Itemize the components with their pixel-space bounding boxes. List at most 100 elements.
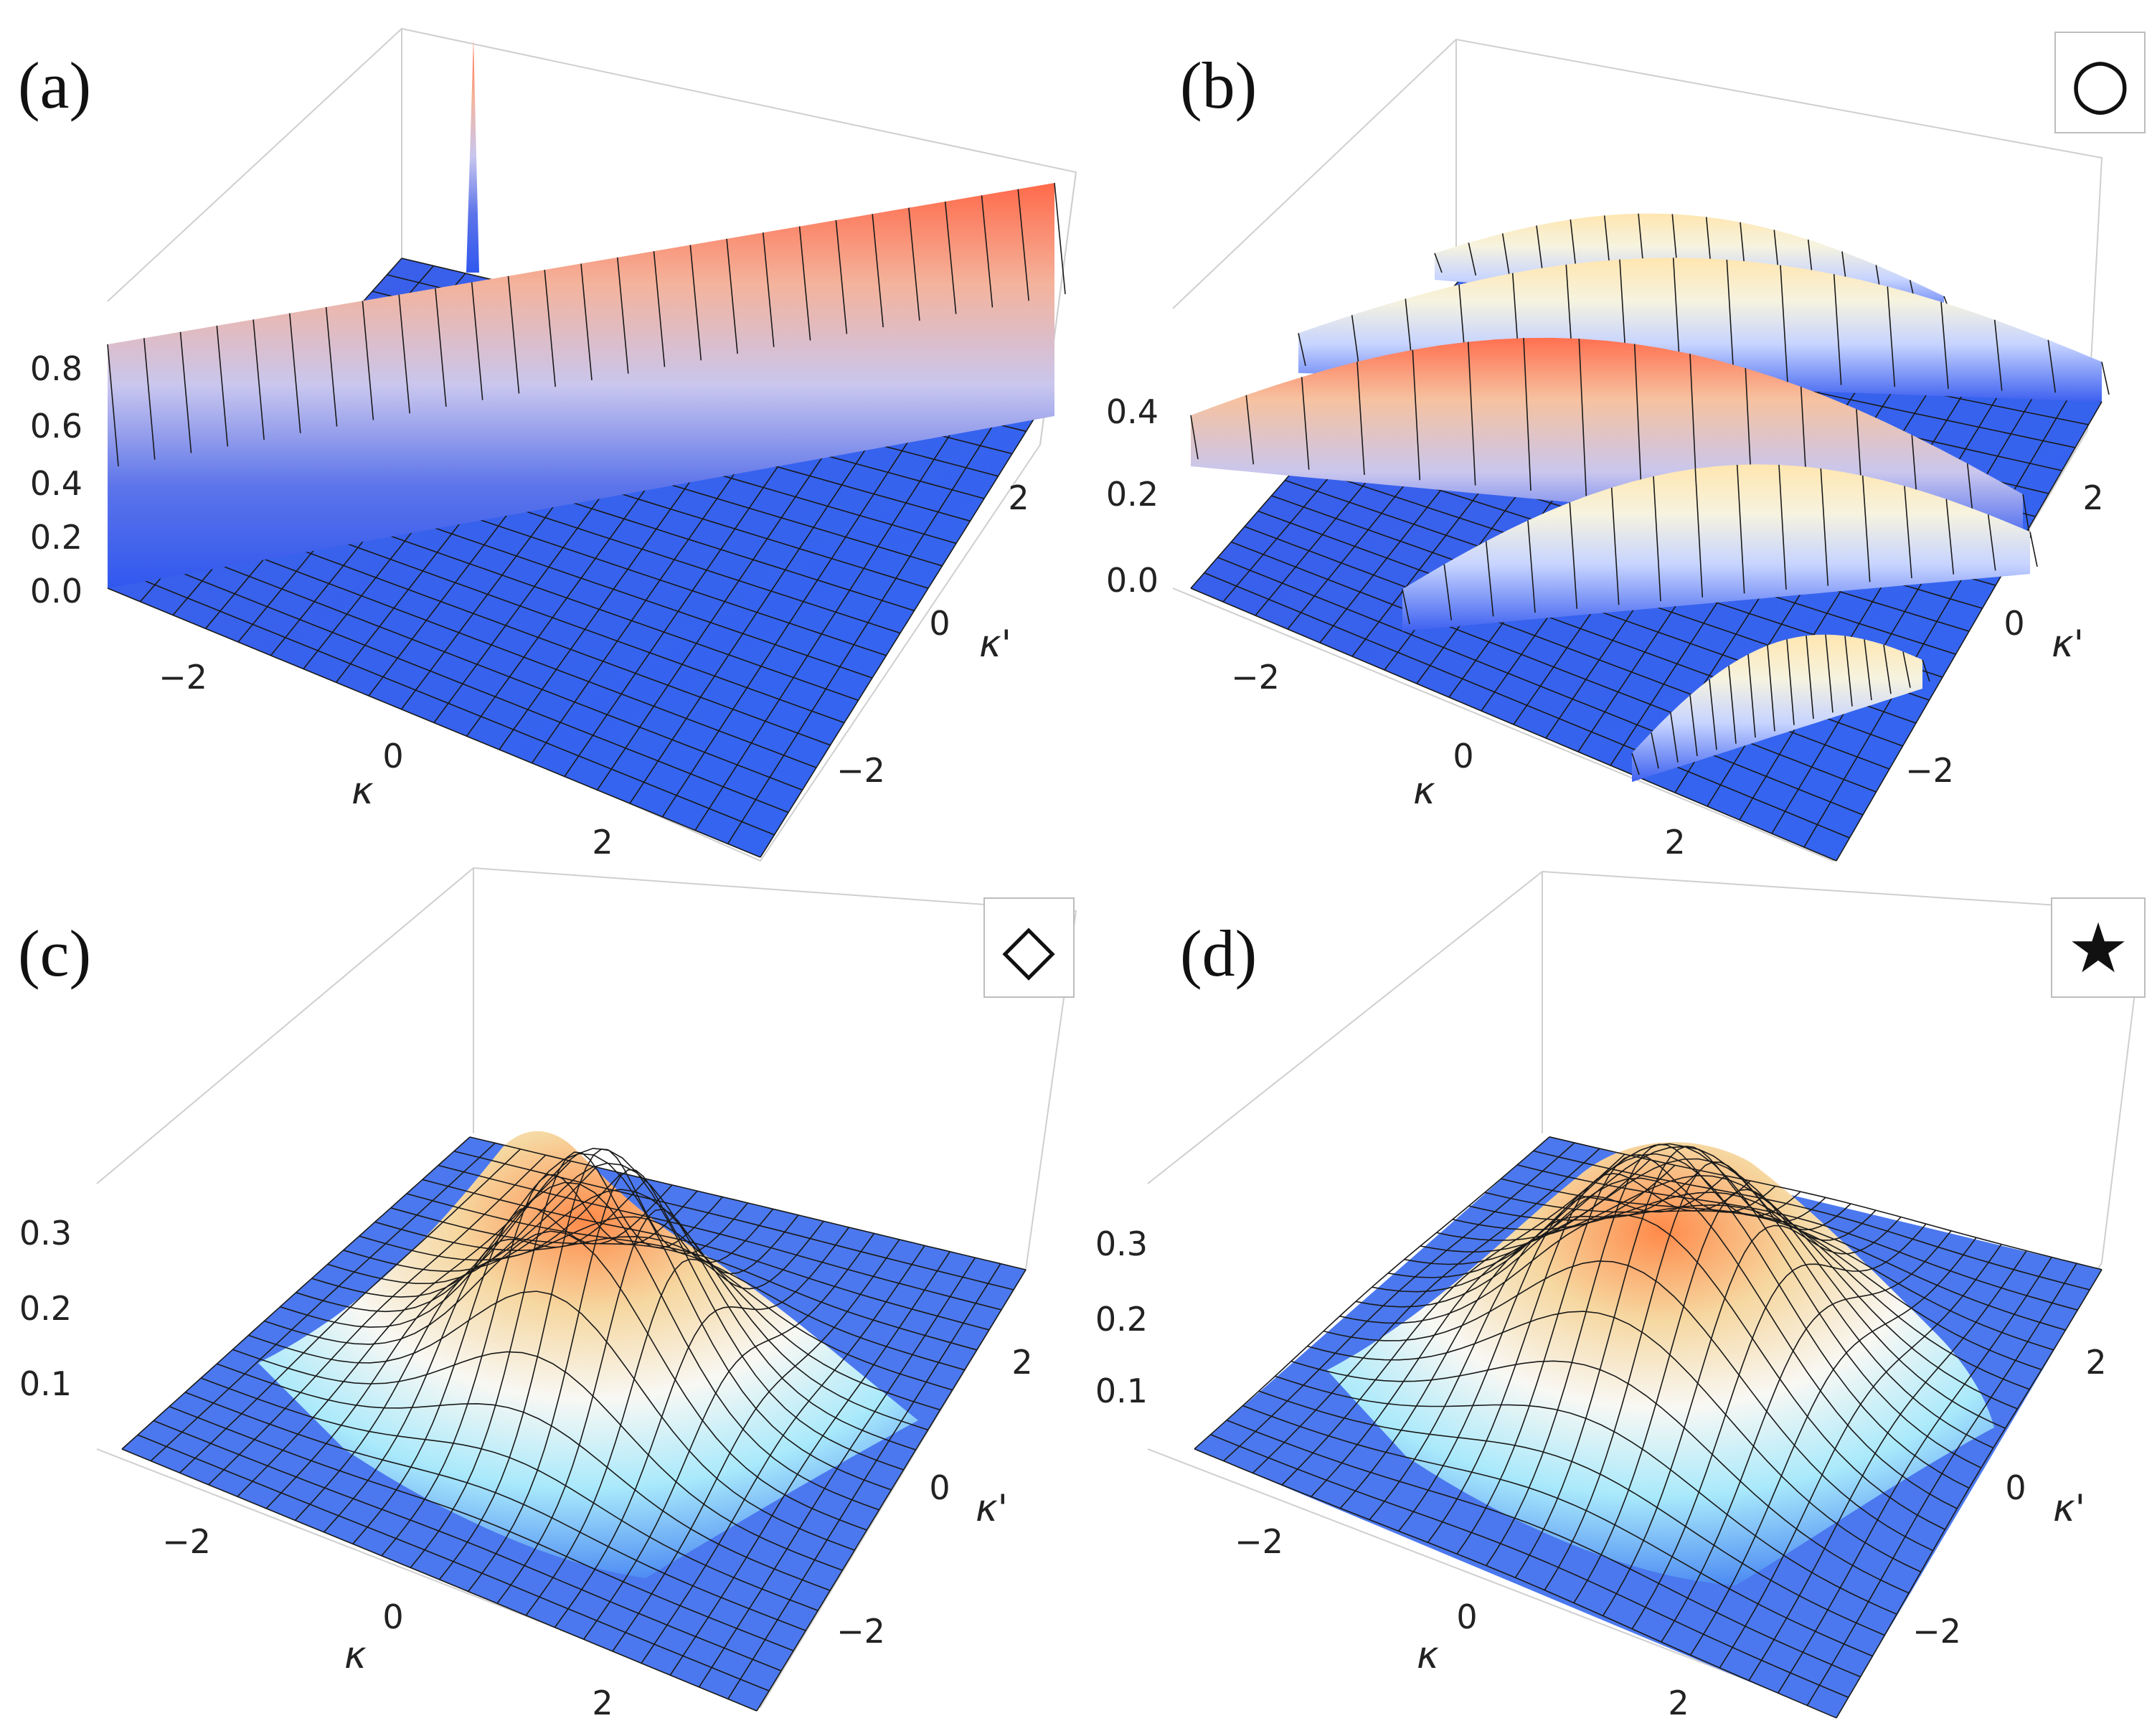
grid-line bbox=[694, 393, 977, 831]
y-axis-label: κ' bbox=[976, 1487, 1008, 1530]
ridge-wall bbox=[108, 183, 1054, 588]
panel-label: (b) bbox=[1180, 49, 1257, 122]
legend-frame bbox=[983, 897, 1075, 998]
grid-line bbox=[669, 1251, 950, 1676]
x-tick: 0 bbox=[382, 737, 403, 775]
z-tick: 0.3 bbox=[1095, 1225, 1148, 1263]
legend-marker-symbol: ○ bbox=[2070, 42, 2130, 123]
grid-line bbox=[1372, 1153, 1970, 1489]
grid-line bbox=[1806, 1263, 2077, 1707]
grid-line bbox=[641, 1245, 925, 1664]
grid-line bbox=[327, 1162, 916, 1450]
x-tick: −2 bbox=[159, 658, 207, 697]
x-axis: −2 0 2 κ bbox=[159, 658, 613, 862]
y-tick: 0 bbox=[2005, 1468, 2026, 1507]
grid-line bbox=[727, 401, 1009, 844]
y-tick: 2 bbox=[1011, 1343, 1032, 1382]
ridge-line bbox=[1298, 258, 2110, 395]
y-tick: 2 bbox=[2085, 1343, 2106, 1382]
spike bbox=[466, 39, 479, 273]
x-tick: 0 bbox=[382, 1598, 403, 1636]
x-tick: −2 bbox=[1231, 658, 1280, 697]
z-tick: 0.2 bbox=[1095, 1300, 1148, 1339]
panel-c: (c) ◇ 0.3 0.2 0.1 −2 0 2 κ 2 0 −2 κ' bbox=[18, 867, 1077, 1722]
z-tick: 0.2 bbox=[30, 518, 82, 557]
y-tick: −2 bbox=[1912, 1612, 1961, 1651]
z-tick: 0.1 bbox=[19, 1364, 72, 1403]
y-tick: −2 bbox=[1905, 751, 1954, 790]
grid-line bbox=[1452, 1192, 2030, 1390]
legend-frame bbox=[2051, 897, 2146, 998]
grid-line bbox=[612, 1239, 900, 1652]
grid-line bbox=[1689, 1237, 1977, 1656]
grid-line bbox=[756, 1269, 1027, 1712]
grid-line bbox=[374, 1221, 953, 1391]
z-axis: 0.3 0.2 0.1 bbox=[1095, 1225, 1148, 1410]
z-axis: 0.4 0.2 0.0 bbox=[1106, 392, 1158, 600]
grid-line bbox=[406, 1193, 978, 1351]
grid-line bbox=[1771, 389, 2039, 834]
ridge-line bbox=[107, 182, 1066, 467]
x-tick: −2 bbox=[162, 1522, 211, 1561]
x-axis: −2 0 2 κ bbox=[1231, 658, 1686, 862]
x-axis-label: κ bbox=[351, 770, 374, 813]
y-tick: −2 bbox=[836, 1612, 885, 1651]
grid-line bbox=[1739, 383, 2006, 821]
y-tick: 2 bbox=[1008, 478, 1029, 517]
x-tick: 2 bbox=[592, 823, 613, 862]
legend-marker: ○ bbox=[2054, 32, 2146, 133]
grid-line bbox=[311, 1148, 904, 1471]
grid-line bbox=[453, 1151, 1014, 1291]
surface-grid bbox=[1194, 1136, 2103, 1719]
y-axis-label: κ' bbox=[2052, 623, 2084, 666]
y-axis: 2 0 −2 κ' bbox=[836, 478, 1029, 790]
z-tick: 0.0 bbox=[30, 572, 82, 610]
z-tick: 0.4 bbox=[1106, 392, 1158, 431]
panel-a: (a) 0.8 0.6 0.4 0.2 0.0 −2 0 2 κ 2 0 −2 … bbox=[18, 27, 1077, 862]
grid-line bbox=[1420, 1158, 2006, 1429]
panel-label: (d) bbox=[1180, 917, 1257, 990]
ridge-line bbox=[1190, 338, 2031, 539]
z-axis: 0.3 0.2 0.1 bbox=[19, 1214, 72, 1403]
x-tick: 0 bbox=[1453, 737, 1473, 775]
legend-marker-symbol: ◇ bbox=[1002, 908, 1055, 989]
y-axis-label: κ' bbox=[2053, 1487, 2085, 1530]
grid-line bbox=[390, 1207, 966, 1371]
grid-line bbox=[760, 408, 1041, 858]
grid-line bbox=[1436, 1174, 2018, 1410]
x-axis: −2 0 2 κ bbox=[1235, 1522, 1689, 1722]
grid-line bbox=[1836, 401, 2103, 862]
grid-line bbox=[698, 1257, 976, 1688]
grid-line bbox=[1602, 1216, 1902, 1616]
legend-marker: ◇ bbox=[983, 897, 1075, 998]
legend-marker-symbol: ★ bbox=[2067, 908, 2129, 989]
y-tick: 2 bbox=[2082, 478, 2103, 517]
grid-line bbox=[1631, 1223, 1927, 1630]
grid-line bbox=[661, 386, 945, 818]
grid-line bbox=[1748, 1250, 2027, 1681]
grid-line bbox=[525, 1220, 824, 1616]
y-axis: 2 0 −2 κ' bbox=[1912, 1343, 2107, 1651]
surface-peak bbox=[258, 1131, 918, 1578]
x-axis-label: κ bbox=[344, 1634, 367, 1677]
y-axis: 2 0 −2 κ' bbox=[836, 1343, 1033, 1651]
grid-line bbox=[1719, 1244, 2002, 1669]
grid-line bbox=[1484, 1192, 2054, 1351]
x-tick: −2 bbox=[1235, 1522, 1283, 1561]
z-tick: 0.8 bbox=[30, 349, 82, 388]
ridge-wall bbox=[1402, 464, 2030, 631]
grid-line bbox=[422, 1179, 990, 1331]
z-tick: 0.3 bbox=[19, 1214, 72, 1253]
z-tick: 0.2 bbox=[19, 1289, 72, 1328]
ridge-line bbox=[1631, 634, 1930, 775]
panel-label: (a) bbox=[18, 49, 91, 122]
grid-line bbox=[359, 1216, 940, 1411]
grid-line bbox=[1803, 395, 2070, 848]
grid-line bbox=[1468, 1204, 2042, 1371]
y-axis-label: κ' bbox=[979, 623, 1011, 666]
panel-d: (d) ★ 0.3 0.2 0.1 −2 0 2 κ 2 0 −2 κ' bbox=[1095, 870, 2146, 1722]
panel-label: (c) bbox=[18, 917, 91, 990]
grid-line bbox=[469, 1136, 1027, 1270]
ridge-line bbox=[1402, 464, 2038, 625]
